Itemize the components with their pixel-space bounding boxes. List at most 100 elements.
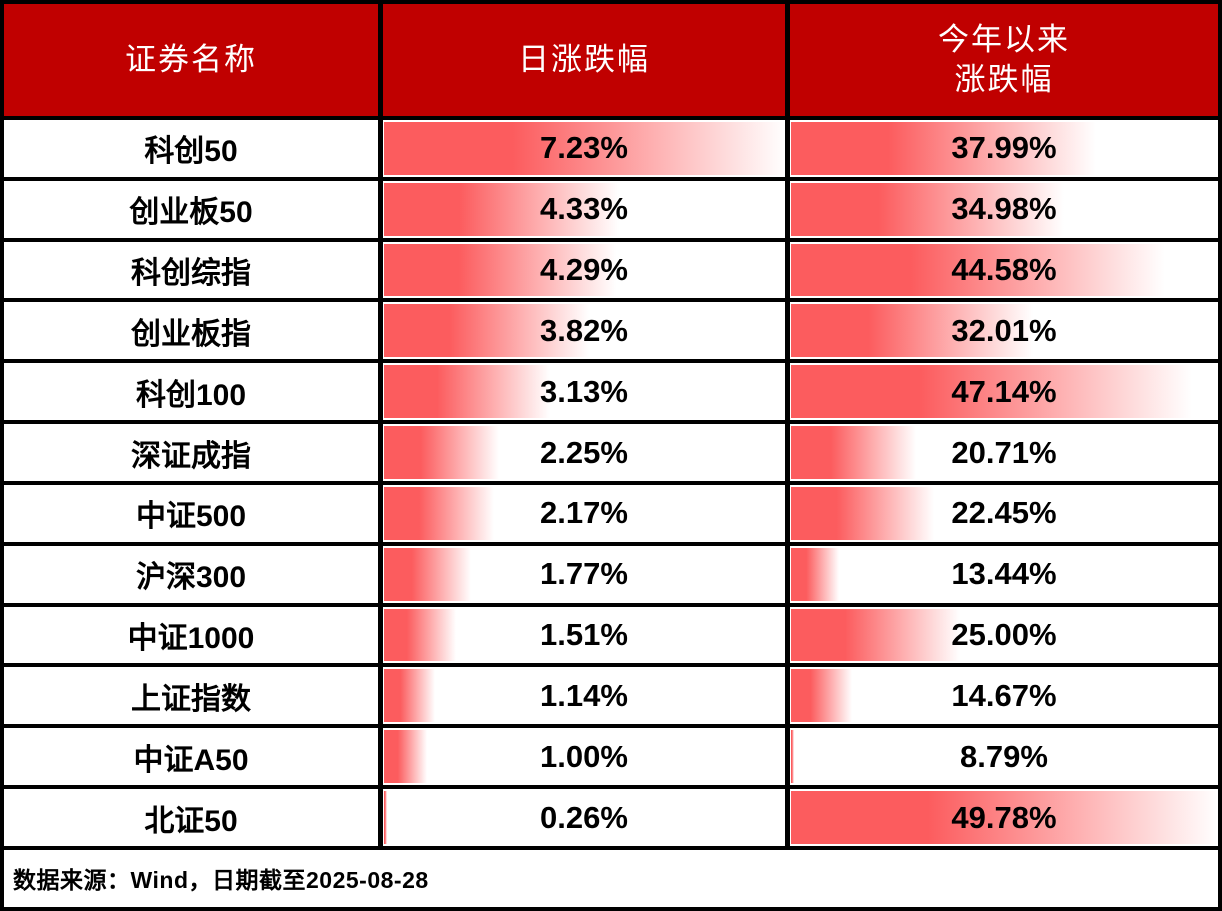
daily-change-value: 2.17% (540, 495, 628, 531)
security-name-cell: 创业板指 (131, 317, 251, 351)
daily-change-value: 2.25% (540, 434, 628, 470)
daily-change-value: 3.82% (540, 312, 628, 348)
ytd-change-cell: 14.67% (785, 667, 1218, 725)
daily-change-databar (384, 182, 619, 236)
daily-change-databar (384, 547, 472, 601)
daily-change-databar (384, 365, 550, 419)
ytd-change-cell: 47.14% (785, 363, 1218, 421)
daily-change-cell: 4.29% (378, 241, 785, 299)
table-row: 中证A50 1.00% 8.79% (4, 724, 1218, 786)
ytd-change-databar (791, 426, 916, 479)
daily-change-value: 3.13% (540, 373, 628, 409)
table-row: 科创50 7.23% 37.99% (4, 116, 1218, 177)
ytd-change-value: 37.99% (951, 130, 1057, 166)
ytd-change-cell: 44.58% (785, 241, 1218, 299)
security-name-cell: 上证指数 (131, 682, 251, 716)
daily-change-cell: 4.33% (378, 180, 785, 238)
daily-change-cell: 2.17% (378, 484, 785, 542)
ytd-change-databar (791, 182, 1065, 236)
table-row: 北证50 0.26% 49.78% (4, 785, 1218, 846)
daily-change-value: 1.00% (540, 738, 628, 774)
daily-change-databar (384, 669, 435, 723)
ytd-change-cell: 22.45% (785, 484, 1218, 542)
ytd-change-databar (791, 486, 934, 540)
table-row: 深证成指 2.25% 20.71% (4, 420, 1218, 481)
ytd-change-cell: 25.00% (785, 606, 1218, 664)
table-row: 创业板50 4.33% 34.98% (4, 176, 1218, 238)
daily-change-value: 0.26% (540, 799, 628, 835)
security-name-cell: 北证50 (144, 804, 238, 838)
ytd-change-cell: 8.79% (785, 728, 1218, 786)
security-name-cell: 科创50 (144, 135, 238, 169)
security-name-cell: 科创100 (135, 378, 247, 412)
daily-change-cell: 7.23% (378, 120, 785, 177)
ytd-change-value: 49.78% (951, 799, 1057, 835)
daily-change-cell: 1.51% (378, 606, 785, 664)
daily-change-value: 7.23% (540, 130, 628, 166)
daily-change-databar (384, 791, 387, 844)
ytd-change-databar (791, 791, 1218, 844)
data-source-note: 数据来源：Wind，日期截至2025-08-28 (13, 867, 429, 894)
header-ytd-change: 今年以来 涨跌幅 (785, 4, 1218, 116)
header-security-name: 证券名称 (4, 4, 378, 116)
daily-change-cell: 3.82% (378, 302, 785, 360)
daily-change-value: 1.14% (540, 677, 628, 713)
security-name-cell: 沪深300 (135, 561, 247, 595)
ytd-change-databar (791, 669, 853, 723)
daily-change-databar (384, 486, 495, 540)
daily-change-cell: 1.00% (378, 728, 785, 786)
security-name-cell: 中证500 (135, 500, 247, 534)
daily-change-databar (384, 426, 499, 479)
ytd-change-cell: 37.99% (785, 120, 1218, 177)
table-header-row: 证券名称 日涨跌幅 今年以来 涨跌幅 (4, 4, 1218, 116)
daily-change-cell: 2.25% (378, 424, 785, 481)
ytd-change-databar (791, 608, 961, 662)
ytd-change-databar (791, 243, 1165, 297)
ytd-change-value: 32.01% (951, 312, 1057, 348)
header-ytd-change-line1: 今年以来 (938, 21, 1070, 57)
daily-change-cell: 3.13% (378, 363, 785, 421)
ytd-change-cell: 13.44% (785, 545, 1218, 603)
daily-change-databar (384, 608, 456, 662)
ytd-change-databar (791, 304, 1034, 358)
ytd-change-value: 8.79% (960, 738, 1048, 774)
header-daily-change: 日涨跌幅 (378, 4, 785, 116)
daily-change-value: 1.51% (540, 617, 628, 653)
table-row: 科创100 3.13% 47.14% (4, 359, 1218, 421)
table-row: 上证指数 1.14% 14.67% (4, 663, 1218, 725)
security-name-cell: 科创综指 (131, 257, 251, 291)
security-name-cell: 创业板50 (129, 196, 253, 230)
ytd-change-databar (791, 122, 1096, 175)
daily-change-databar (384, 730, 427, 784)
table-row: 科创综指 4.29% 44.58% (4, 237, 1218, 299)
ytd-change-value: 25.00% (951, 617, 1057, 653)
daily-change-value: 4.29% (540, 252, 628, 288)
ytd-change-databar (791, 365, 1192, 419)
ytd-change-cell: 32.01% (785, 302, 1218, 360)
ytd-change-value: 14.67% (951, 677, 1057, 713)
table-footer-row: 数据来源：Wind，日期截至2025-08-28 (4, 845, 1218, 907)
ytd-change-databar (791, 547, 840, 601)
security-name-cell: 深证成指 (131, 439, 251, 473)
daily-change-value: 1.77% (540, 556, 628, 592)
daily-change-value: 4.33% (540, 191, 628, 227)
ytd-change-cell: 20.71% (785, 424, 1218, 481)
security-name-cell: 中证A50 (133, 743, 249, 777)
ytd-change-cell: 49.78% (785, 789, 1218, 846)
ytd-change-cell: 34.98% (785, 180, 1218, 238)
daily-change-databar (384, 243, 617, 297)
table-row: 中证500 2.17% 22.45% (4, 480, 1218, 542)
daily-change-cell: 1.14% (378, 667, 785, 725)
header-ytd-change-line2: 涨跌幅 (954, 62, 1054, 97)
ytd-change-value: 44.58% (951, 252, 1057, 288)
ytd-change-value: 13.44% (951, 556, 1057, 592)
ytd-change-databar (791, 730, 794, 784)
table-row: 沪深300 1.77% 13.44% (4, 541, 1218, 603)
header-daily-change-label: 日涨跌幅 (518, 41, 650, 77)
daily-change-databar (384, 122, 785, 175)
ytd-change-value: 20.71% (951, 434, 1057, 470)
security-name-cell: 中证1000 (127, 622, 255, 656)
table-row: 创业板指 3.82% 32.01% (4, 298, 1218, 360)
table-row: 中证1000 1.51% 25.00% (4, 602, 1218, 664)
